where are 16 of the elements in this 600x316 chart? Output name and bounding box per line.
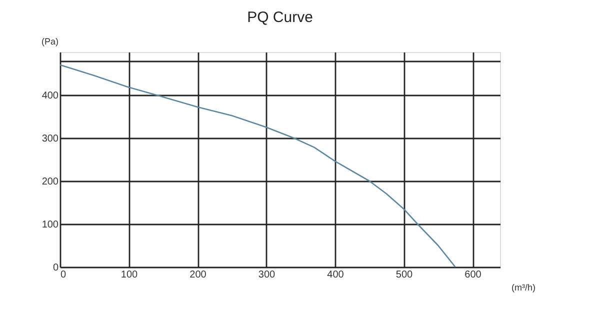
line-series bbox=[59, 64, 456, 268]
y-axis-title: (Pa) bbox=[41, 36, 58, 46]
y-tick-label: 400 bbox=[42, 90, 59, 102]
x-tick-label: 500 bbox=[396, 270, 414, 280]
x-tick-label: 200 bbox=[190, 270, 207, 280]
y-tick-label: 200 bbox=[42, 176, 59, 188]
x-tick-label: 100 bbox=[120, 270, 138, 280]
y-tick-label: 100 bbox=[42, 220, 59, 230]
y-tick-label: 300 bbox=[42, 134, 59, 144]
x-axis-title: (m³/h) bbox=[512, 282, 536, 292]
chart-title: PQ Curve bbox=[247, 9, 313, 26]
x-tick-label: 600 bbox=[464, 270, 482, 280]
x-tick-label: 0 bbox=[60, 270, 66, 280]
y-tick-label: 0 bbox=[52, 262, 59, 274]
x-tick-label: 300 bbox=[258, 270, 276, 280]
x-tick-label: 400 bbox=[327, 270, 344, 280]
